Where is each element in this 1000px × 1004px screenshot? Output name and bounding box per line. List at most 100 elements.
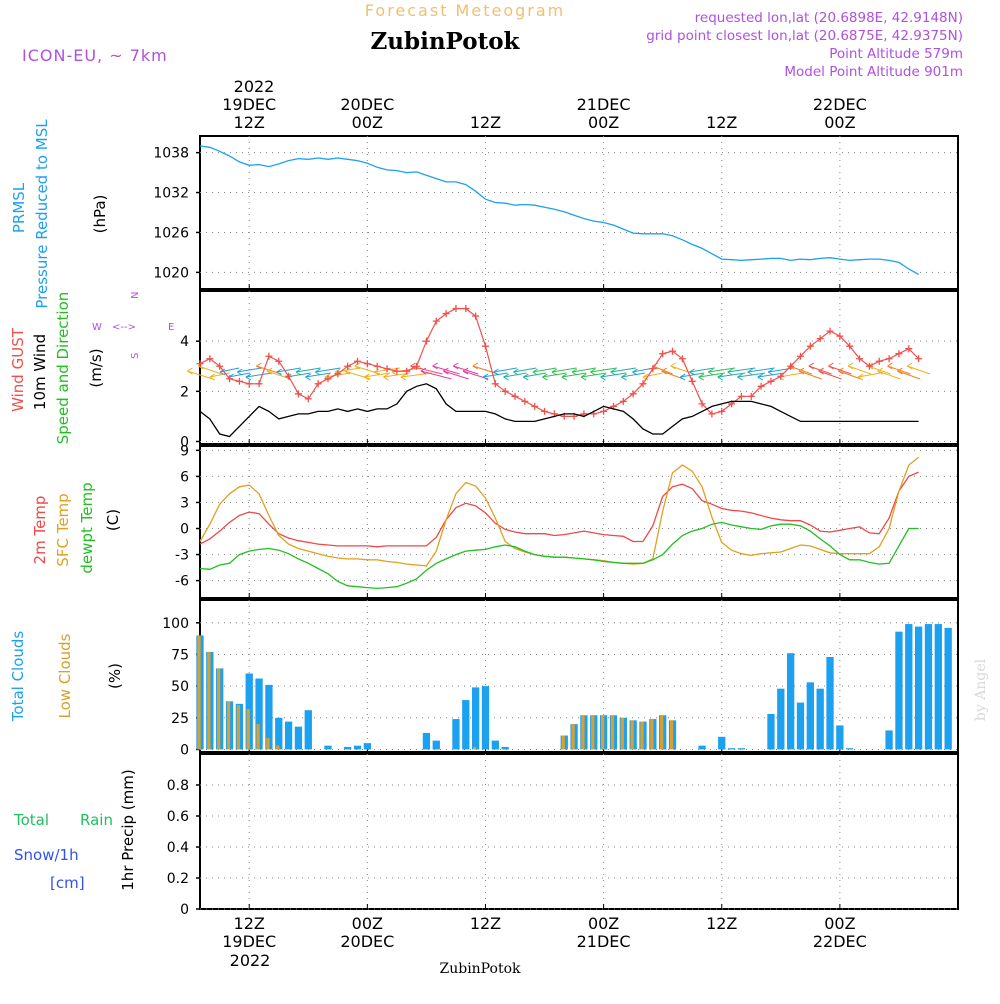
top-date-label: 22DEC (813, 95, 867, 114)
wind-arrow (561, 372, 587, 378)
clouds-ytick-label: 0 (180, 742, 189, 758)
clouds-ytick-label: 100 (162, 616, 189, 632)
total-cloud-bar (275, 717, 283, 750)
wind-arrowhead (420, 367, 427, 375)
total-cloud-bar (353, 745, 362, 750)
wind-arrow (443, 370, 469, 380)
low-cloud-bar (207, 651, 211, 750)
gust-markers (197, 305, 923, 420)
temp-ytick-label: 0 (180, 522, 189, 538)
wind-arrow (698, 372, 726, 378)
total-cloud-bar (767, 714, 775, 750)
total-cloud-bar (727, 748, 736, 750)
wind-arrowhead (707, 368, 714, 376)
wind-arrowhead (847, 362, 854, 370)
low-cloud-bar (600, 715, 605, 750)
temp2m-line (199, 471, 919, 548)
wind-arrow (305, 372, 331, 378)
temp-unit: (C) (104, 509, 122, 531)
gust-marker (629, 390, 637, 398)
precip-ytick-label: 0 (180, 902, 189, 918)
top-hour-label: 12Z (234, 113, 265, 132)
temp2m-label: 2m Temp (31, 496, 49, 565)
wind-arrow (542, 372, 567, 378)
wind-arrowhead (737, 373, 743, 381)
gust-marker (796, 352, 804, 360)
wind-arrow (737, 372, 766, 378)
top-hour-label: 00Z (824, 113, 855, 132)
wind-arrow (237, 367, 262, 373)
wind-arrow (276, 367, 301, 373)
total-cloud-bar (846, 748, 854, 750)
total-cloud-bar (796, 702, 805, 750)
temp-frame (199, 445, 959, 599)
low-cloud-bar (640, 721, 644, 750)
wind-arrowhead (747, 368, 753, 376)
gust-marker (314, 380, 322, 388)
gust-marker (885, 355, 893, 363)
gust-marker (216, 362, 224, 370)
gust-marker (413, 362, 421, 370)
total-cloud-bar (777, 688, 785, 750)
wind-arrow (209, 372, 230, 378)
sfc-temp-line (199, 456, 920, 567)
low-cloud-bar (650, 719, 654, 750)
precip-panel: 0.8 0.6 0.4 0.2 0 (167, 753, 959, 918)
bottom-hour-label: 12Z (470, 914, 501, 933)
top-hour-label: 12Z (706, 113, 737, 132)
wind-arrowhead (187, 367, 193, 375)
precip-frame (199, 753, 959, 910)
compass-south: S (130, 353, 141, 359)
temp-ytick-label: 3 (180, 495, 189, 511)
temp-labels: 2m Temp SFC Temp dewpt Temp (C) (31, 482, 122, 573)
total-cloud-bar (462, 700, 470, 750)
gust-marker (265, 352, 273, 360)
wind-arrowhead (245, 373, 252, 381)
wind-arrowhead (364, 373, 370, 381)
wind-arrow (642, 372, 663, 378)
gust-marker (491, 380, 499, 388)
wind-arrow (717, 372, 746, 378)
total-cloud-bar (787, 653, 795, 750)
gust-marker (659, 350, 667, 358)
bottom-hour-label: 00Z (352, 914, 383, 933)
wind-arrow (383, 372, 411, 378)
wind-arrow (757, 372, 785, 378)
gust-marker (442, 310, 450, 318)
gust-marker (334, 370, 342, 378)
wind-arrowhead (798, 367, 805, 375)
temp-ytick-label: -6 (175, 574, 189, 590)
wind-arrow (532, 367, 557, 373)
gust-marker (541, 407, 549, 415)
gust-marker (452, 305, 460, 313)
wind-arrow (513, 367, 537, 373)
gust-marker (649, 365, 657, 373)
low-cloud-bar (226, 701, 231, 750)
wind-arrowhead (542, 373, 548, 381)
low-cloud-bar (571, 724, 575, 750)
total-cloud-bar (432, 740, 440, 750)
prmsl-label: PRMSL (10, 182, 28, 233)
low-cloud-bar (256, 724, 260, 750)
compass-arrows: <--> (112, 322, 136, 333)
total-cloud-bar (836, 725, 844, 750)
bottom-hour-label: 00Z (588, 914, 619, 933)
wind-arrowhead (661, 367, 667, 375)
gust-marker (669, 347, 677, 355)
low-cloud-bar (660, 715, 664, 750)
clouds-ytick-label: 50 (171, 679, 189, 695)
wind-arrowhead (315, 368, 321, 376)
wind-arrowhead (857, 373, 864, 381)
model-altitude: Model Point Altitude 901m (784, 64, 963, 80)
compass-west: W (92, 322, 102, 333)
top-date-label: 19DEC (222, 95, 276, 114)
wind-arrowhead (209, 373, 216, 381)
wind-arrow (590, 367, 617, 373)
total-cloud-bar (363, 743, 371, 750)
wind-arrow (708, 367, 736, 373)
gust-marker (344, 362, 352, 370)
total-cloud-bar (718, 736, 726, 750)
wind-arrow (315, 367, 341, 373)
